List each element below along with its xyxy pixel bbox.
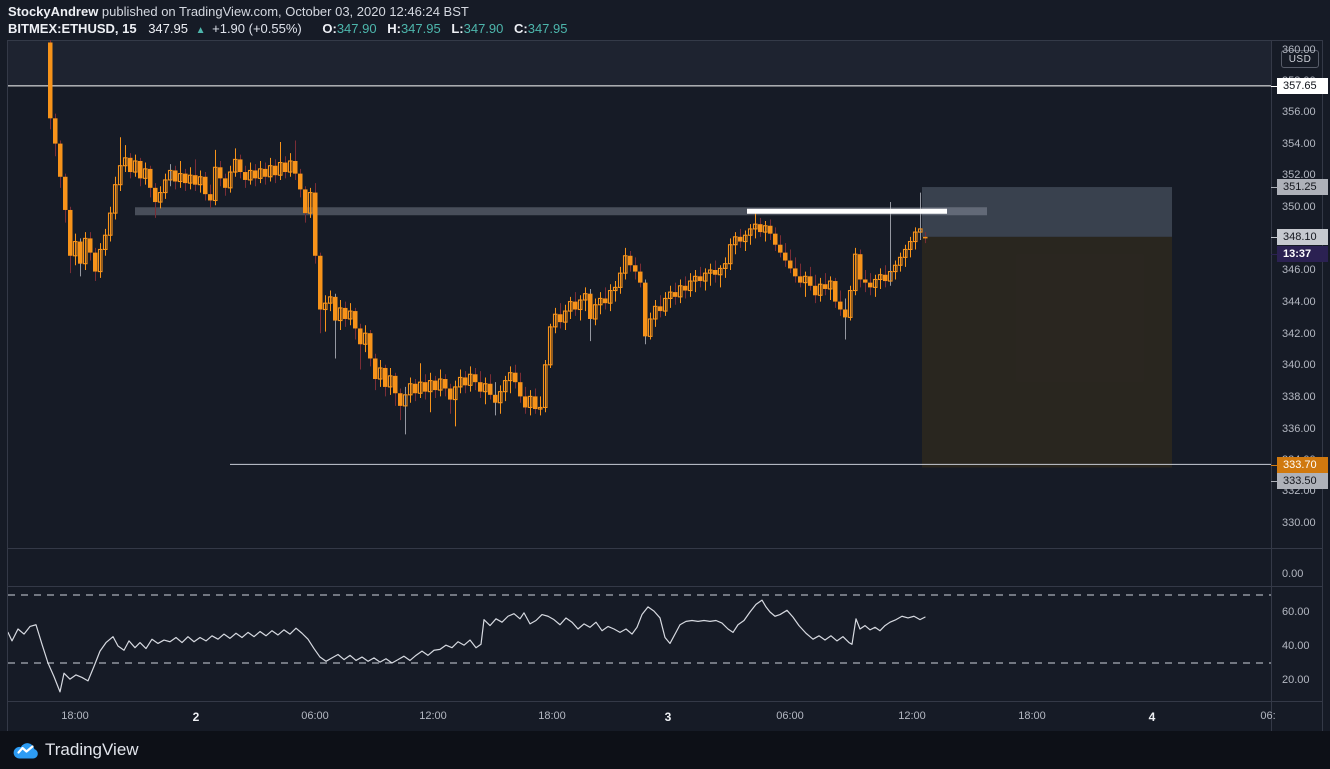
price-tick: 0.00 [1282, 568, 1304, 580]
time-axis-border [7, 701, 1323, 702]
time-tick: 2 [192, 710, 200, 724]
time-tick: 12:00 [419, 710, 447, 722]
time-tick: 3 [664, 710, 672, 724]
time-tick: 12:00 [898, 710, 926, 722]
price-tick: 20.00 [1282, 674, 1310, 686]
close-label: C: [514, 21, 528, 36]
price-tick: 60.00 [1282, 606, 1310, 618]
time-tick: 06:00 [301, 710, 329, 722]
tradingview-brand-text[interactable]: TradingView [45, 740, 139, 759]
price-tick: 344.00 [1282, 296, 1316, 308]
price-label-348.10: 348.10 [1271, 229, 1328, 245]
high-value: 347.95 [400, 21, 441, 36]
oscillator-pane[interactable] [8, 586, 1271, 701]
price-label-13-37: 13:37 [1271, 246, 1328, 262]
pane-separator-2[interactable] [7, 586, 1323, 587]
time-tick: 06:00 [776, 710, 804, 722]
price-tick: 330.00 [1282, 517, 1316, 529]
price-tick: 336.00 [1282, 423, 1316, 435]
price-tick: 360.00 [1282, 44, 1316, 56]
main-price-pane[interactable] [8, 40, 1271, 548]
last-price: 347.95 [148, 21, 188, 36]
price-tick: 350.00 [1282, 201, 1316, 213]
price-label-333.50: 333.50 [1271, 473, 1328, 489]
price-tick: 342.00 [1282, 328, 1316, 340]
time-tick: 4 [1148, 710, 1156, 724]
tradingview-logo-icon[interactable] [13, 741, 39, 760]
time-tick: 18:00 [538, 710, 566, 722]
price-axis[interactable]: USD 360.00358.00356.00354.00352.00350.00… [1271, 40, 1330, 731]
price-tick: 356.00 [1282, 106, 1316, 118]
price-tick: 340.00 [1282, 359, 1316, 371]
low-label: L: [451, 21, 464, 36]
price-label-351.25: 351.25 [1271, 179, 1328, 195]
high-label: H: [387, 21, 401, 36]
pane-separator-1[interactable] [7, 548, 1323, 549]
time-tick: 18:00 [61, 710, 89, 722]
up-arrow-icon: ▲ [195, 25, 206, 36]
symbol-title[interactable]: BITMEX:ETHUSD, 15 [8, 21, 137, 36]
publish-text: published on TradingView.com, October 03… [98, 4, 469, 19]
price-label-333.70: 333.70 [1271, 457, 1328, 473]
symbol-legend: BITMEX:ETHUSD, 15 347.95 ▲ +1.90 (+0.55%… [8, 20, 1208, 39]
right-edge-border [1322, 40, 1323, 731]
open-value: 347.90 [336, 21, 377, 36]
price-tick: 346.00 [1282, 264, 1316, 276]
price-tick: 338.00 [1282, 391, 1316, 403]
time-tick: 18:00 [1018, 710, 1046, 722]
pane-left-border [7, 40, 8, 731]
footer-bar: TradingView [0, 731, 1330, 769]
price-tick: 354.00 [1282, 138, 1316, 150]
price-change: +1.90 (+0.55%) [212, 21, 302, 36]
pane-top-border [7, 40, 1323, 41]
price-tick: 352.00 [1282, 169, 1316, 181]
time-tick: 06: [1260, 710, 1276, 722]
open-label: O: [322, 21, 337, 36]
time-axis[interactable]: 18:00 2 06:00 12:00 18:00 3 06:00 12:00 18:00 4 06… [7, 702, 1323, 731]
publish-info: StockyAndrew published on TradingView.co… [8, 3, 1208, 20]
chart-header: StockyAndrew published on TradingView.co… [8, 3, 1208, 39]
price-label-357.65: 357.65 [1271, 78, 1328, 94]
currency-toggle-button[interactable]: USD [1281, 50, 1319, 68]
price-axis-border [1271, 40, 1272, 731]
close-value: 347.95 [527, 21, 568, 36]
price-tick: 40.00 [1282, 640, 1310, 652]
author-name[interactable]: StockyAndrew [8, 4, 99, 19]
low-value: 347.90 [463, 21, 504, 36]
